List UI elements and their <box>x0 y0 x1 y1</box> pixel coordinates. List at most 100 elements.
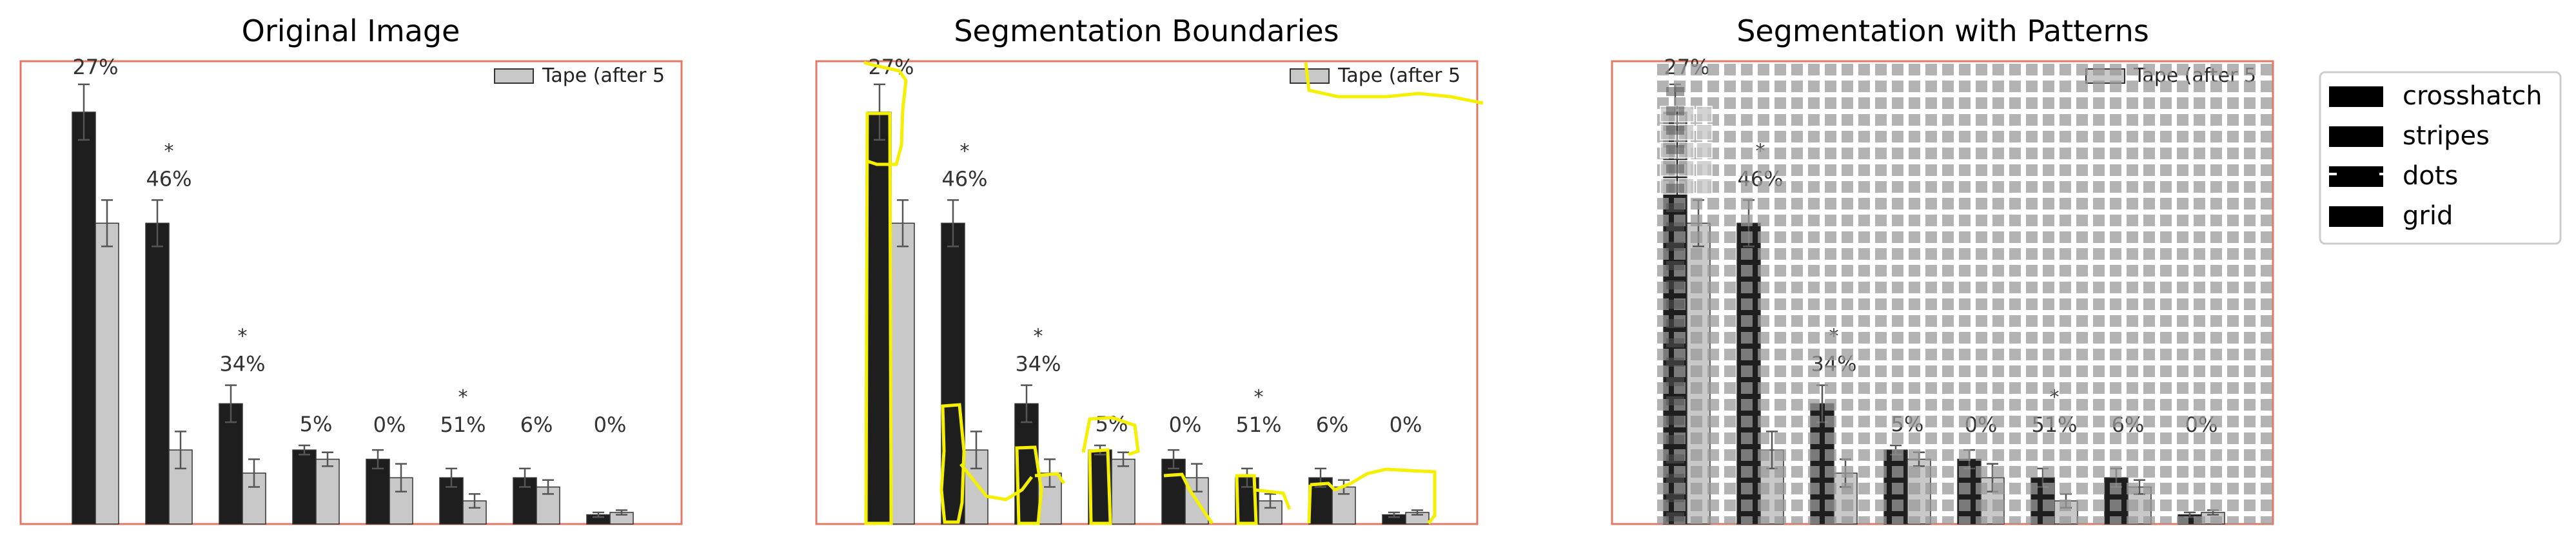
overlay-dot <box>2127 298 2138 310</box>
overlay-dot <box>1791 432 1803 444</box>
overlay-dot <box>2026 81 2038 92</box>
overlay-dot <box>2261 181 2272 193</box>
overlay-dot <box>2160 164 2172 176</box>
overlay-dot <box>2194 81 2205 92</box>
overlay-dot <box>1825 382 1836 394</box>
overlay-dot <box>2244 248 2256 260</box>
overlay-dot <box>2177 97 2188 109</box>
overlay-dot <box>2244 114 2256 126</box>
overlay-dot <box>2244 516 2256 524</box>
overlay-dot <box>2143 449 2155 461</box>
error-bar-series-0-group-0 <box>78 83 90 141</box>
overlay-dot <box>2026 349 2038 360</box>
overlay-dot <box>1791 215 1803 226</box>
overlay-dot <box>1875 114 1887 126</box>
overlay-dot <box>1925 365 1937 377</box>
overlay-dot <box>1875 298 1887 310</box>
overlay-dot <box>1758 315 1769 327</box>
overlay-dot <box>2227 114 2239 126</box>
overlay-dot <box>2177 164 2188 176</box>
overlay-dot <box>1992 198 2004 209</box>
overlay-dot <box>2244 416 2256 427</box>
overlay-dot <box>1808 349 1820 360</box>
overlay-dot <box>1674 500 1686 511</box>
overlay-dot <box>2009 399 2021 411</box>
overlay-dot <box>2110 164 2121 176</box>
annotation-percent-6: 6% <box>1316 413 1349 437</box>
overlay-dot <box>1959 231 1971 243</box>
overlay-dot <box>2026 432 2038 444</box>
bar-series-1-group-3 <box>315 458 340 525</box>
overlay-dot <box>2009 282 2021 293</box>
overlay-dot <box>1724 382 1736 394</box>
overlay-dot <box>1842 365 1853 377</box>
error-bar-series-0-group-5 <box>446 467 457 488</box>
overlay-dot <box>1925 432 1937 444</box>
overlay-dot <box>2043 500 2054 511</box>
overlay-dot <box>1942 215 1954 226</box>
overlay-dot <box>1909 164 1920 176</box>
overlay-dot <box>2110 114 2121 126</box>
overlay-dot <box>1992 449 2004 461</box>
overlay-bar-dot <box>1666 300 1684 309</box>
overlay-dot <box>1741 432 1753 444</box>
overlay-dot <box>2060 332 2071 344</box>
overlay-dot <box>2244 198 2256 209</box>
overlay-dot <box>1892 148 1903 159</box>
overlay-dot <box>1707 449 1719 461</box>
overlay-dot <box>1808 81 1820 92</box>
overlay-dot <box>2060 248 2071 260</box>
overlay-dot <box>2060 97 2071 109</box>
overlay-dot <box>1959 416 1971 427</box>
error-bar-series-0-group-7 <box>1388 511 1400 518</box>
overlay-dot <box>1791 81 1803 92</box>
overlay-dot <box>1976 399 1987 411</box>
overlay-dot <box>1909 466 1920 478</box>
overlay-dot <box>2227 164 2239 176</box>
overlay-dot <box>2227 315 2239 327</box>
overlay-dot <box>2210 148 2222 159</box>
overlay-dot <box>1842 181 1853 193</box>
overlay-dot <box>1909 365 1920 377</box>
overlay-dot <box>2160 416 2172 427</box>
overlay-dot <box>1858 349 1870 360</box>
overlay-dot <box>2009 416 2021 427</box>
overlay-dot <box>1909 181 1920 193</box>
overlay-dot <box>1858 181 1870 193</box>
annotation-percent-7: 0% <box>1390 413 1422 437</box>
overlay-dot <box>1825 148 1836 159</box>
error-bar-series-0-group-1 <box>152 199 163 248</box>
overlay-dot <box>1724 449 1736 461</box>
overlay-dot <box>2261 432 2272 444</box>
overlay-dot <box>1741 148 1753 159</box>
overlay-dot <box>2177 248 2188 260</box>
overlay-dot <box>2043 298 2054 310</box>
overlay-dot <box>1875 382 1887 394</box>
overlay-dot <box>2127 483 2138 494</box>
overlay-dot <box>1724 282 1736 293</box>
overlay-dot <box>1657 516 1669 524</box>
overlay-dot <box>1724 131 1736 142</box>
overlay-dot <box>2026 215 2038 226</box>
overlay-dot <box>1741 81 1753 92</box>
error-bar-series-0-group-3 <box>299 444 310 456</box>
overlay-dot <box>1875 64 1887 75</box>
overlay-dot <box>1741 198 1753 209</box>
overlay-dot <box>1758 231 1769 243</box>
overlay-dot <box>1758 215 1769 226</box>
overlay-dot <box>2261 265 2272 277</box>
overlay-dot <box>1892 349 1903 360</box>
overlay-dot <box>2060 466 2071 478</box>
error-bar-series-0-group-4 <box>372 449 384 470</box>
overlay-dot <box>1875 315 1887 327</box>
overlay-dot <box>1992 148 2004 159</box>
overlay-dot <box>2009 114 2021 126</box>
error-bar-series-1-group-7 <box>616 509 627 516</box>
overlay-dot <box>2244 164 2256 176</box>
overlay-dot <box>1808 516 1820 524</box>
overlay-dot <box>2194 483 2205 494</box>
overlay-dot <box>2210 466 2222 478</box>
overlay-dot <box>1657 248 1669 260</box>
overlay-dot <box>2160 349 2172 360</box>
overlay-dot <box>1741 500 1753 511</box>
